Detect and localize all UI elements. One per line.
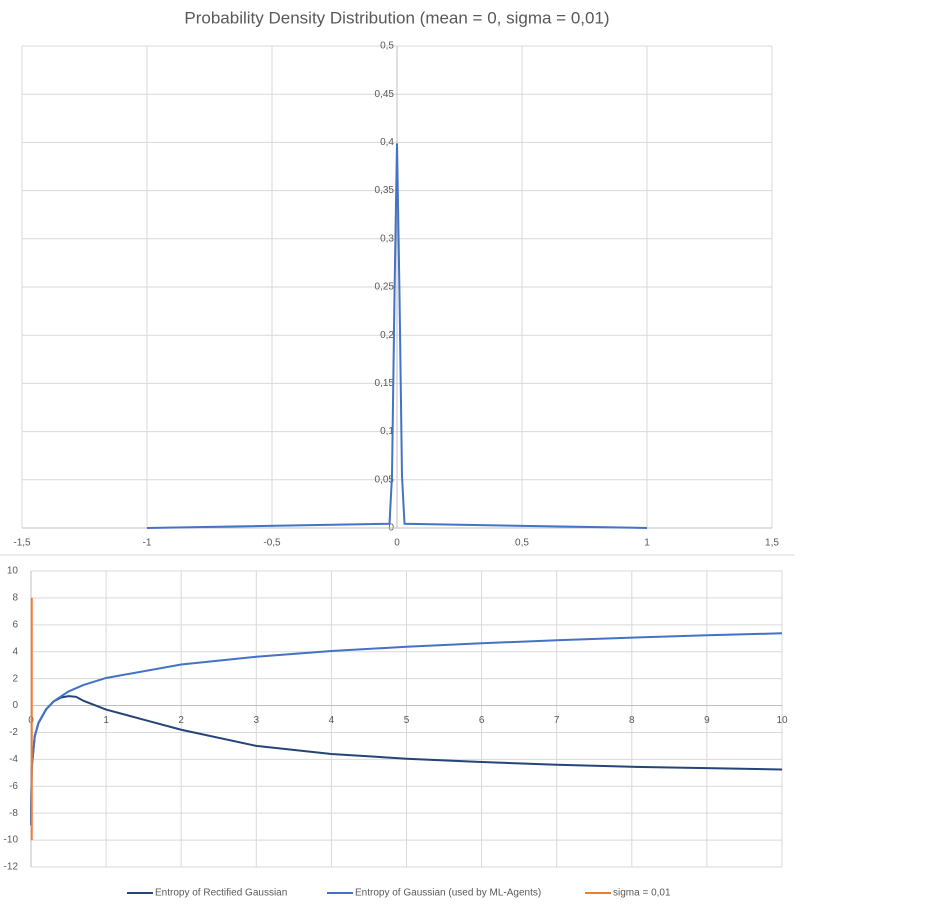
y-tick-label: -2 xyxy=(9,727,18,738)
y-tick-label: 10 xyxy=(7,566,19,577)
x-tick-label: 1 xyxy=(103,715,109,726)
y-tick-label: -12 xyxy=(4,862,19,873)
y-tick-label: 0,1 xyxy=(380,426,394,437)
x-tick-label: 5 xyxy=(404,715,410,726)
chart-title: Probability Density Distribution (mean =… xyxy=(184,8,609,27)
x-tick-label: 8 xyxy=(629,715,635,726)
x-tick-label: 3 xyxy=(254,715,260,726)
legend-label: Entropy of Rectified Gaussian xyxy=(155,888,287,899)
y-tick-label: 8 xyxy=(12,593,18,604)
y-tick-label: 0,3 xyxy=(380,233,394,244)
y-tick-label: -10 xyxy=(4,835,19,846)
x-tick-label: 4 xyxy=(329,715,335,726)
x-tick-label: 6 xyxy=(479,715,485,726)
y-tick-label: 6 xyxy=(12,619,18,630)
y-tick-label: 2 xyxy=(12,673,18,684)
legend-label: Entropy of Gaussian (used by ML-Agents) xyxy=(355,888,541,899)
y-tick-label: 0,05 xyxy=(375,474,395,485)
x-tick-label: -0,5 xyxy=(263,538,281,549)
legend-label: sigma = 0,01 xyxy=(613,888,671,899)
x-tick-label: 1,5 xyxy=(765,538,779,549)
y-tick-label: 0,45 xyxy=(375,89,395,100)
y-tick-label: 0,15 xyxy=(375,378,395,389)
y-tick-label: -8 xyxy=(9,808,18,819)
line xyxy=(146,143,648,529)
y-tick-label: 0,25 xyxy=(375,282,395,293)
y-tick-label: 0,5 xyxy=(380,41,394,52)
x-tick-label: 9 xyxy=(704,715,710,726)
y-tick-label: 0,4 xyxy=(380,137,394,148)
y-tick-label: 0,35 xyxy=(375,185,395,196)
y-tick-label: 0 xyxy=(12,700,18,711)
line xyxy=(30,632,783,826)
x-tick-label: 7 xyxy=(554,715,560,726)
x-tick-label: -1,5 xyxy=(13,538,31,549)
y-tick-label: 4 xyxy=(12,646,18,657)
x-tick-label: 1 xyxy=(644,538,650,549)
y-tick-label: 0,2 xyxy=(380,330,394,341)
y-tick-label: -4 xyxy=(9,754,18,765)
x-tick-label: 0 xyxy=(394,538,400,549)
y-tick-label: -6 xyxy=(9,781,18,792)
x-tick-label: 2 xyxy=(178,715,184,726)
x-tick-label: 10 xyxy=(776,715,788,726)
x-tick-label: -1 xyxy=(143,538,152,549)
x-tick-label: 0,5 xyxy=(515,538,529,549)
